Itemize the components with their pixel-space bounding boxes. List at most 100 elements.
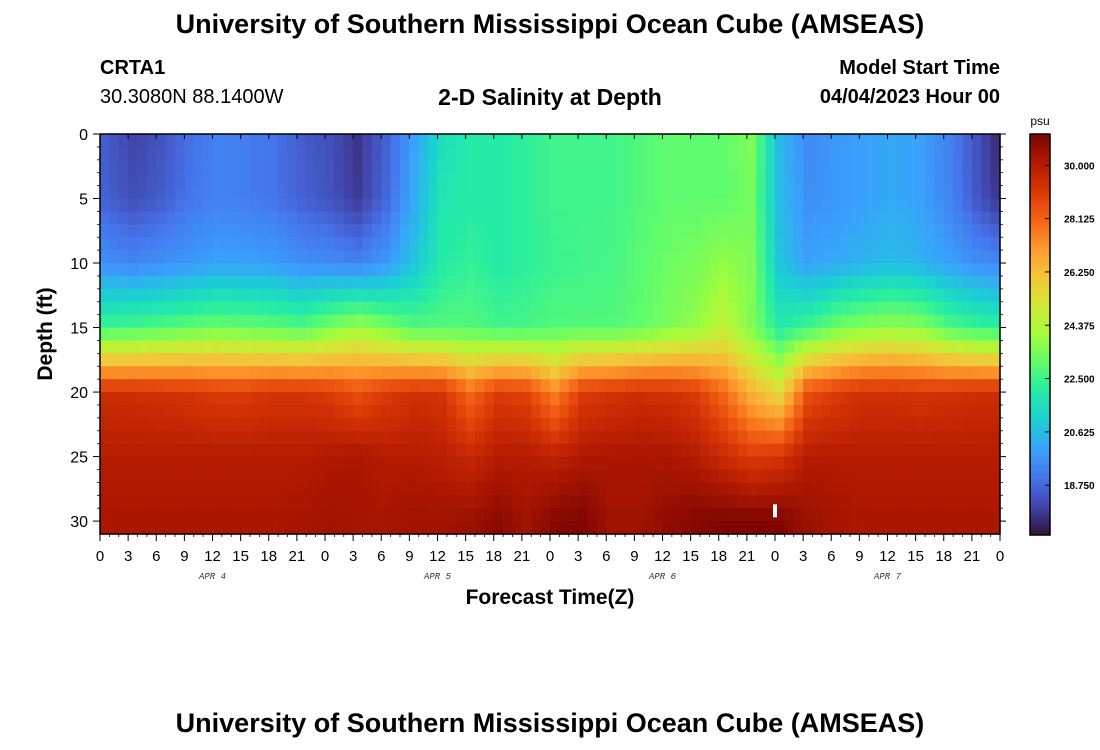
heatmap-cell xyxy=(128,327,139,342)
heatmap-cell xyxy=(606,263,617,277)
heatmap-cell xyxy=(662,379,673,393)
heatmap-cell xyxy=(737,198,748,213)
heatmap-cell xyxy=(990,482,1001,496)
heatmap-cell xyxy=(625,198,635,213)
heatmap-cell xyxy=(746,495,757,509)
heatmap-cell xyxy=(765,443,776,458)
heatmap-cell xyxy=(990,198,1001,213)
heatmap-cell xyxy=(278,301,289,316)
heatmap-cell xyxy=(146,288,157,303)
heatmap-cell xyxy=(203,263,214,277)
heatmap-cell xyxy=(475,198,485,213)
heatmap-cell xyxy=(381,224,392,238)
heatmap-cell xyxy=(765,340,776,354)
heatmap-cell xyxy=(681,275,692,290)
heatmap-cell xyxy=(409,366,420,380)
heatmap-cell xyxy=(831,237,842,251)
heatmap-cell xyxy=(409,482,420,496)
heatmap-cell xyxy=(775,250,785,264)
heatmap-cell xyxy=(709,417,720,432)
heatmap-cell xyxy=(156,340,167,354)
heatmap-cell xyxy=(671,237,682,251)
heatmap-cell xyxy=(568,340,579,354)
heatmap-cell xyxy=(381,495,392,509)
heatmap-cell xyxy=(625,134,635,148)
heatmap-cell xyxy=(343,263,354,277)
heatmap-cell xyxy=(362,404,373,419)
heatmap-cell xyxy=(343,417,354,432)
heatmap-cell xyxy=(878,172,889,187)
heatmap-cell xyxy=(231,482,242,496)
heatmap-cell xyxy=(475,224,485,238)
heatmap-cell xyxy=(203,508,214,522)
heatmap-cell xyxy=(784,495,795,509)
heatmap-cell xyxy=(690,211,701,225)
heatmap-cell xyxy=(643,327,654,342)
heatmap-cell xyxy=(418,482,429,496)
heatmap-cell xyxy=(990,288,1001,303)
heatmap-cell xyxy=(878,430,889,445)
heatmap-cell xyxy=(615,159,626,174)
heatmap-cell xyxy=(128,263,139,277)
heatmap-cell xyxy=(240,288,251,303)
heatmap-cell xyxy=(325,366,335,380)
heatmap-cell xyxy=(812,224,823,238)
heatmap-cell xyxy=(887,275,898,290)
heatmap-cell xyxy=(531,353,542,367)
heatmap-cell xyxy=(503,134,514,148)
heatmap-cell xyxy=(578,198,589,213)
heatmap-cell xyxy=(475,495,485,509)
heatmap-cell xyxy=(831,159,842,174)
heatmap-cell xyxy=(840,430,851,445)
heatmap-cell xyxy=(278,456,289,471)
heatmap-cell xyxy=(775,430,785,445)
heatmap-cell xyxy=(493,392,504,406)
heatmap-cell xyxy=(287,146,298,161)
heatmap-cell xyxy=(503,211,514,225)
heatmap-cell xyxy=(578,456,589,471)
heatmap-cell xyxy=(971,327,982,342)
heatmap-cell xyxy=(662,521,673,535)
heatmap-cell xyxy=(193,340,204,354)
heatmap-cell xyxy=(193,327,204,342)
heatmap-cell xyxy=(990,314,1001,329)
heatmap-cell xyxy=(831,301,842,316)
heatmap-cell xyxy=(362,211,373,225)
heatmap-cell xyxy=(128,495,139,509)
heatmap-cell xyxy=(737,340,748,354)
heatmap-cell xyxy=(278,430,289,445)
heatmap-cell xyxy=(193,495,204,509)
heatmap-cell xyxy=(165,159,176,174)
heatmap-cell xyxy=(681,185,692,200)
heatmap-cell xyxy=(887,456,898,471)
heatmap-cell xyxy=(971,469,982,483)
heatmap-cell xyxy=(428,134,439,148)
heatmap-cell xyxy=(456,340,467,354)
heatmap-cell xyxy=(559,495,570,509)
heatmap-cell xyxy=(484,211,495,225)
heatmap-cell xyxy=(587,366,598,380)
heatmap-cell xyxy=(437,275,448,290)
heatmap-cell xyxy=(606,237,617,251)
heatmap-cell xyxy=(287,404,298,419)
heatmap-cell xyxy=(128,301,139,316)
heatmap-cell xyxy=(859,353,870,367)
heatmap-cell xyxy=(465,430,476,445)
heatmap-cell xyxy=(371,327,382,342)
heatmap-cell xyxy=(559,237,570,251)
heatmap-cell xyxy=(418,456,429,471)
heatmap-cell xyxy=(718,443,729,458)
heatmap-cell xyxy=(568,469,579,483)
heatmap-cell xyxy=(746,263,757,277)
heatmap-cell xyxy=(803,185,814,200)
heatmap-cell xyxy=(409,392,420,406)
heatmap-cell xyxy=(615,134,626,148)
heatmap-cell xyxy=(362,443,373,458)
heatmap-cell xyxy=(728,211,739,225)
heatmap-cell xyxy=(362,469,373,483)
heatmap-cell xyxy=(878,263,889,277)
heatmap-cell xyxy=(887,392,898,406)
heatmap-cell xyxy=(268,301,279,316)
x-tick-label: 12 xyxy=(654,548,671,565)
heatmap-cell xyxy=(278,495,289,509)
